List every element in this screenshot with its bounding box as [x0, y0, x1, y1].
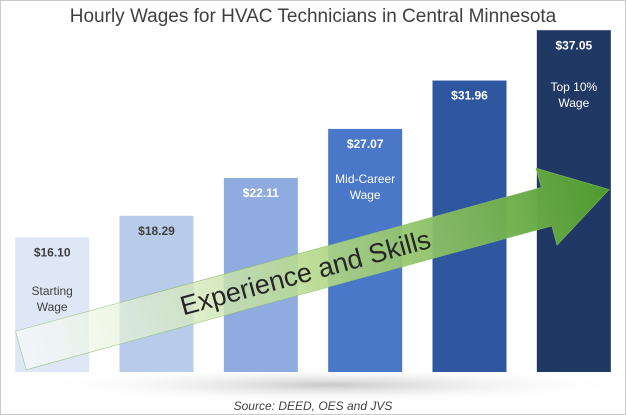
value-label: $16.10: [34, 246, 71, 260]
arrow-shape: [15, 167, 610, 371]
value-label: $18.29: [138, 224, 175, 238]
value-label: $31.96: [451, 89, 488, 103]
annotation: Mid-Career Wage: [335, 172, 395, 202]
annotation: Starting Wage: [31, 284, 72, 314]
annotation: Top 10% Wage: [550, 80, 597, 110]
chart-title: Hourly Wages for HVAC Technicians in Cen…: [70, 6, 557, 27]
shadow: [30, 367, 626, 403]
value-label: $22.11: [243, 186, 279, 200]
source: Source: DEED, OES and JVS: [234, 399, 393, 413]
value-label: $27.07: [347, 137, 384, 151]
value-label: $37.05: [555, 38, 592, 52]
